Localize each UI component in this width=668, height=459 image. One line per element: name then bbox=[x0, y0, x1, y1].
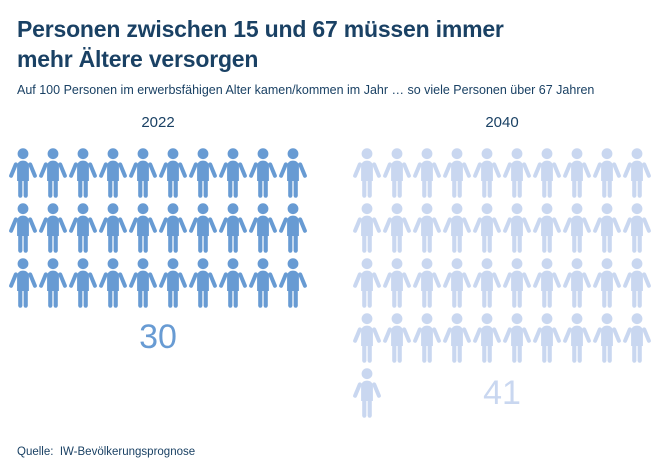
icon-row bbox=[352, 203, 652, 258]
person-icon bbox=[562, 313, 592, 365]
icon-row bbox=[352, 258, 652, 313]
person-icon bbox=[218, 203, 248, 255]
person-icon bbox=[158, 148, 188, 200]
person-icon bbox=[532, 148, 562, 200]
person-icon bbox=[128, 258, 158, 310]
person-icon bbox=[472, 258, 502, 310]
person-icon bbox=[8, 148, 38, 200]
person-icon bbox=[68, 258, 98, 310]
person-icon bbox=[68, 148, 98, 200]
person-icon bbox=[592, 313, 622, 365]
person-icon bbox=[562, 203, 592, 255]
person-icon bbox=[532, 313, 562, 365]
person-icon bbox=[622, 148, 652, 200]
person-icon bbox=[38, 148, 68, 200]
person-icon bbox=[412, 203, 442, 255]
person-icon bbox=[502, 203, 532, 255]
person-icon bbox=[352, 258, 382, 310]
person-icon bbox=[188, 148, 218, 200]
person-icon bbox=[622, 258, 652, 310]
person-icon bbox=[532, 258, 562, 310]
person-icon bbox=[472, 148, 502, 200]
icon-row bbox=[352, 313, 652, 368]
person-icon bbox=[382, 313, 412, 365]
person-icon bbox=[622, 203, 652, 255]
person-icon bbox=[128, 148, 158, 200]
group-2022: 2022 30 bbox=[8, 114, 308, 357]
person-icon bbox=[188, 258, 218, 310]
pictogram-chart: 2022 30 2040 41 bbox=[0, 114, 668, 445]
group-value-2040: 41 bbox=[483, 374, 521, 412]
person-icon bbox=[128, 203, 158, 255]
person-icon bbox=[502, 148, 532, 200]
person-icon bbox=[592, 258, 622, 310]
person-icon bbox=[38, 258, 68, 310]
person-icon bbox=[442, 313, 472, 365]
person-icon bbox=[188, 203, 218, 255]
person-icon bbox=[382, 148, 412, 200]
person-icon bbox=[248, 148, 278, 200]
person-icon bbox=[68, 203, 98, 255]
person-icon bbox=[412, 148, 442, 200]
icon-grid-2040: 41 bbox=[352, 148, 652, 423]
icon-row bbox=[352, 148, 652, 203]
person-icon bbox=[98, 203, 128, 255]
person-icon bbox=[8, 258, 38, 310]
person-icon bbox=[382, 258, 412, 310]
person-icon bbox=[248, 203, 278, 255]
icon-row bbox=[352, 368, 652, 423]
person-icon bbox=[218, 148, 248, 200]
person-icon bbox=[158, 258, 188, 310]
person-icon bbox=[352, 368, 382, 420]
source-note: Quelle: IW-Bevölkerungsprognose bbox=[17, 445, 196, 458]
icon-row bbox=[8, 258, 308, 313]
infographic-page: Personen zwischen 15 und 67 müssen immer… bbox=[0, 14, 668, 458]
person-icon bbox=[248, 258, 278, 310]
person-icon bbox=[592, 148, 622, 200]
person-icon bbox=[278, 148, 308, 200]
group-label-2040: 2040 bbox=[485, 114, 519, 131]
group-label-2022: 2022 bbox=[141, 114, 175, 131]
person-icon bbox=[442, 203, 472, 255]
person-icon bbox=[382, 203, 412, 255]
person-icon bbox=[218, 258, 248, 310]
group-value-2022: 30 bbox=[139, 318, 177, 356]
person-icon bbox=[442, 258, 472, 310]
person-icon bbox=[502, 258, 532, 310]
person-icon bbox=[352, 148, 382, 200]
person-icon bbox=[98, 258, 128, 310]
person-icon bbox=[622, 313, 652, 365]
person-icon bbox=[98, 148, 128, 200]
icon-grid-2022 bbox=[8, 148, 308, 313]
person-icon bbox=[38, 203, 68, 255]
person-icon bbox=[502, 313, 532, 365]
person-icon bbox=[412, 258, 442, 310]
person-icon bbox=[472, 313, 502, 365]
person-icon bbox=[562, 148, 592, 200]
person-icon bbox=[352, 313, 382, 365]
person-icon bbox=[8, 203, 38, 255]
icon-row bbox=[8, 148, 308, 203]
person-icon bbox=[278, 203, 308, 255]
person-icon bbox=[158, 203, 188, 255]
group-2040: 2040 41 bbox=[352, 114, 652, 423]
icon-row bbox=[8, 203, 308, 258]
page-title: Personen zwischen 15 und 67 müssen immer… bbox=[17, 16, 504, 72]
person-icon bbox=[532, 203, 562, 255]
person-icon bbox=[472, 203, 502, 255]
person-icon bbox=[442, 148, 472, 200]
person-icon bbox=[592, 203, 622, 255]
person-icon bbox=[352, 203, 382, 255]
person-icon bbox=[412, 313, 442, 365]
subtitle: Auf 100 Personen im erwerbsfähigen Alter… bbox=[17, 83, 595, 97]
person-icon bbox=[278, 258, 308, 310]
person-icon bbox=[562, 258, 592, 310]
